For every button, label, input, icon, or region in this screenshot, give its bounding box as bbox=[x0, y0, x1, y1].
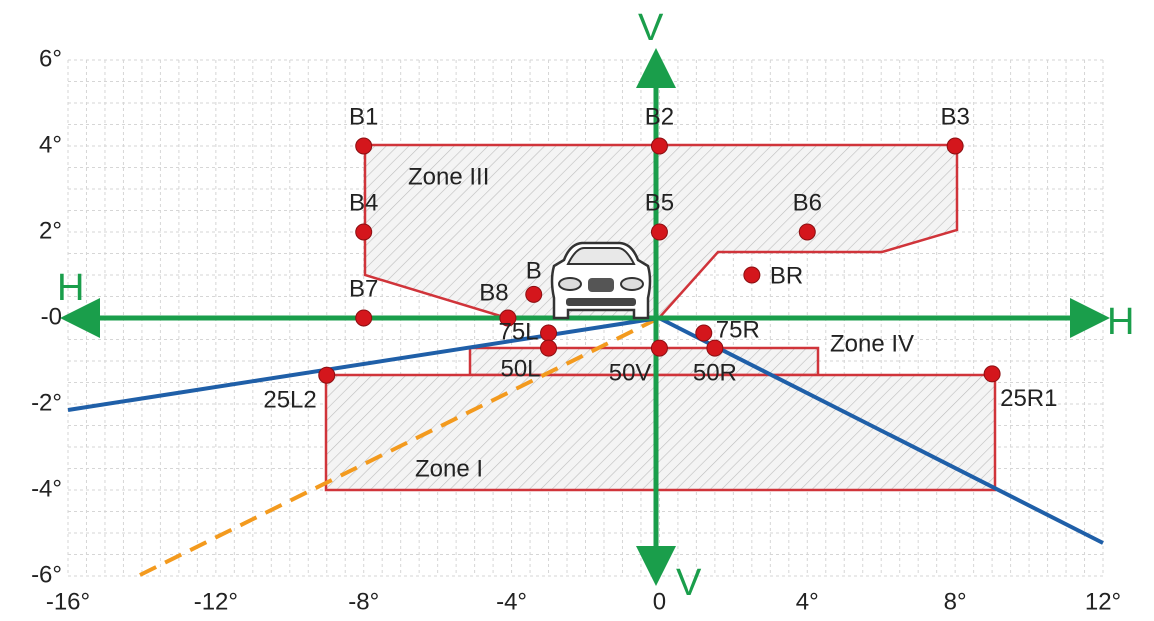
x-tick-label: 12° bbox=[1085, 588, 1121, 615]
x-tick-label: -4° bbox=[496, 588, 527, 615]
point-label: B2 bbox=[645, 103, 674, 130]
zone-label: Zone IV bbox=[830, 330, 914, 357]
test-point bbox=[355, 223, 373, 241]
test-point bbox=[650, 223, 668, 241]
h-label: H bbox=[57, 267, 84, 309]
y-tick-label: 4° bbox=[39, 131, 62, 158]
test-point bbox=[946, 137, 964, 155]
zone-label: Zone I bbox=[415, 455, 483, 482]
points: B1 B2 B3 B4 B5 B6 BR B7 B8 B 75L 50L 50V 75R 50R 25L2 25… bbox=[263, 103, 1057, 413]
point-label: 50V bbox=[609, 359, 652, 386]
test-point bbox=[743, 266, 761, 284]
test-point bbox=[798, 223, 816, 241]
test-point bbox=[540, 324, 558, 342]
h-label: H bbox=[1107, 301, 1134, 343]
test-point bbox=[650, 137, 668, 155]
y-tick-label: 2° bbox=[39, 217, 62, 244]
test-point bbox=[499, 309, 517, 327]
x-tick-label: -12° bbox=[194, 588, 238, 615]
cutoff-line bbox=[139, 316, 660, 577]
y-tick-label: -6° bbox=[31, 561, 62, 588]
y-tick-label: 6° bbox=[39, 45, 62, 72]
x-tick-label: -16° bbox=[46, 588, 90, 615]
v-label: V bbox=[676, 562, 702, 604]
point-label: B5 bbox=[645, 189, 674, 216]
x-tick-label: 0 bbox=[653, 588, 666, 615]
point-label: 25L2 bbox=[263, 387, 316, 414]
y-tick-label: -4° bbox=[31, 475, 62, 502]
point-label: 50R bbox=[693, 359, 737, 386]
test-point bbox=[650, 339, 668, 357]
point-label: B4 bbox=[349, 189, 378, 216]
test-point bbox=[706, 339, 724, 357]
beam-line bbox=[658, 316, 1104, 545]
test-point bbox=[318, 366, 336, 384]
test-point bbox=[355, 309, 373, 327]
beam-line bbox=[67, 316, 660, 412]
point-label: B bbox=[526, 258, 542, 285]
x-tick-label: 8° bbox=[944, 588, 967, 615]
point-label: BR bbox=[770, 262, 803, 289]
point-label: B8 bbox=[479, 279, 508, 306]
x-tick-label: 4° bbox=[796, 588, 819, 615]
zone-label: Zone III bbox=[408, 163, 489, 190]
point-label: 50L bbox=[500, 355, 540, 382]
point-label: 25R1 bbox=[1000, 385, 1057, 412]
test-point bbox=[983, 365, 1001, 383]
test-point bbox=[355, 137, 373, 155]
point-label: B1 bbox=[349, 103, 378, 130]
test-point bbox=[695, 324, 713, 342]
test-point bbox=[525, 285, 543, 303]
point-label: 75R bbox=[716, 316, 760, 343]
test-point bbox=[540, 339, 558, 357]
y-tick-label: -0 bbox=[41, 303, 62, 330]
point-label: 75L bbox=[498, 318, 538, 345]
y-tick-label: -2° bbox=[31, 389, 62, 416]
point-label: B7 bbox=[349, 275, 378, 302]
car-icon bbox=[550, 241, 652, 320]
v-label: V bbox=[638, 7, 664, 49]
x-tick-label: -8° bbox=[348, 588, 379, 615]
point-label: B6 bbox=[793, 189, 822, 216]
point-label: B3 bbox=[940, 103, 969, 130]
